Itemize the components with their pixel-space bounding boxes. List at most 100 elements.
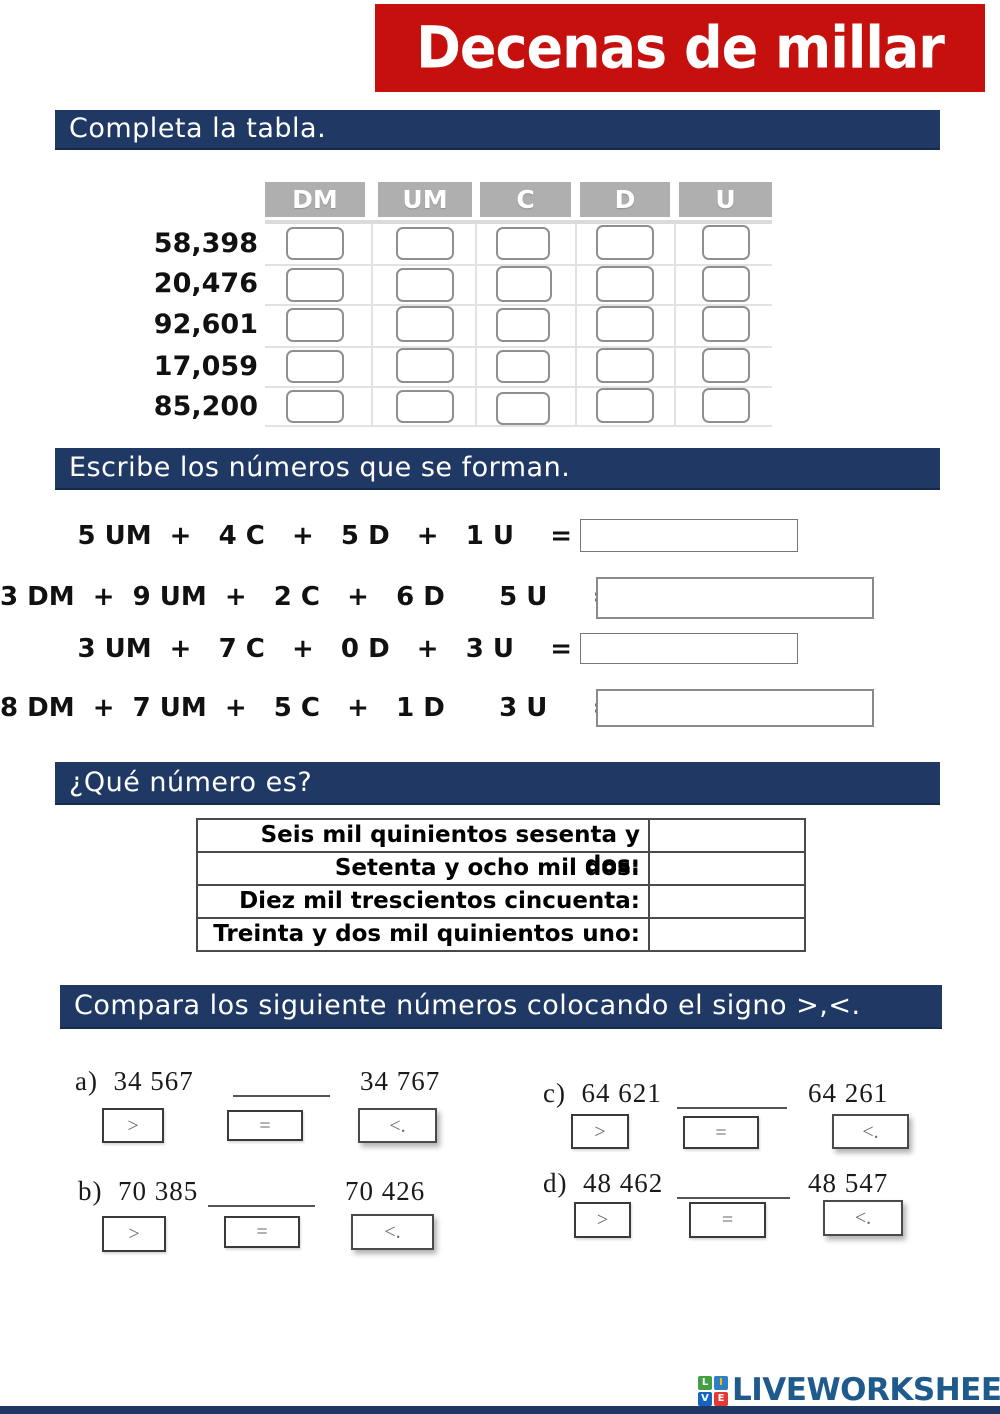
section-banner-compara-label: Compara los siguiente números colocando … [74, 990, 861, 1021]
compare-left-number: b) 70 385 [78, 1176, 199, 1206]
row-label: 58,398 [153, 228, 258, 259]
equation-text: 5 UM + 4 C + 5 D + 1 U = [77, 521, 572, 551]
place-value-input[interactable] [702, 266, 750, 302]
sign-option-button[interactable]: <. [358, 1108, 437, 1143]
section-banner-que-numero: ¿Qué número es? [55, 762, 940, 805]
compare-right-number: 48 547 [808, 1168, 889, 1198]
number-words-prompt: Diez mil trescientos cincuenta: [198, 886, 650, 917]
place-value-input[interactable] [596, 266, 654, 302]
sign-option-button[interactable]: > [571, 1114, 629, 1149]
compare-blank-line[interactable] [233, 1095, 330, 1097]
table-row: Setenta y ocho mil dos: [198, 853, 804, 886]
answer-cell[interactable] [650, 853, 804, 884]
place-value-input[interactable] [396, 268, 454, 302]
number-words-prompt: Setenta y ocho mil dos: [198, 853, 650, 884]
column-header-um: UM [378, 182, 472, 217]
section-banner-que-numero-label: ¿Qué número es? [69, 767, 313, 798]
compare-right-number: 64 261 [808, 1078, 889, 1108]
equation-text: 3 DM + 9 UM + 2 C + 6 D 5 U = [0, 582, 615, 612]
place-value-input[interactable] [596, 225, 654, 260]
place-value-input[interactable] [496, 227, 550, 260]
column-header-dm: DM [265, 182, 365, 217]
column-header-u: U [679, 182, 772, 217]
place-value-input[interactable] [286, 308, 344, 342]
place-value-input[interactable] [396, 227, 454, 260]
grid-hline [265, 346, 772, 348]
sign-option-button[interactable]: = [689, 1202, 766, 1238]
table-row: Treinta y dos mil quinientos uno: [198, 919, 804, 950]
sign-option-button[interactable]: = [227, 1110, 303, 1141]
bottom-bar [0, 1406, 1000, 1414]
place-value-input[interactable] [596, 388, 654, 423]
sign-option-button[interactable]: > [102, 1216, 166, 1252]
logo-letter: L [698, 1376, 712, 1390]
place-value-input[interactable] [286, 268, 344, 302]
grid-hline [265, 425, 772, 427]
compare-blank-line[interactable] [208, 1205, 315, 1207]
row-label: 20,476 [153, 268, 258, 299]
place-value-input[interactable] [496, 308, 550, 342]
sign-option-button[interactable]: <. [832, 1114, 909, 1149]
number-answer-input[interactable] [580, 519, 798, 552]
compare-blank-line[interactable] [677, 1107, 787, 1109]
answer-cell[interactable] [650, 886, 804, 917]
place-value-input[interactable] [702, 306, 750, 342]
number-answer-input[interactable] [596, 689, 874, 727]
column-header-d: D [580, 182, 670, 217]
number-answer-input[interactable] [580, 633, 798, 664]
grid-vline [674, 224, 676, 427]
place-value-input[interactable] [286, 227, 344, 260]
place-value-input[interactable] [396, 348, 454, 383]
row-label: 92,601 [153, 309, 258, 340]
number-words-table: Seis mil quinientos sesenta y dos: Seten… [196, 818, 806, 952]
section-banner-escribe-label: Escribe los números que se forman. [69, 452, 571, 483]
compare-left-number: c) 64 621 [543, 1078, 662, 1108]
answer-cell[interactable] [650, 919, 804, 950]
place-value-input[interactable] [396, 306, 454, 342]
place-value-input[interactable] [496, 266, 552, 302]
column-header-c: C [480, 182, 571, 217]
place-value-input[interactable] [702, 388, 750, 423]
number-answer-input[interactable] [596, 577, 874, 619]
sign-option-button[interactable]: = [683, 1116, 759, 1149]
equation-text: 3 UM + 7 C + 0 D + 3 U = [77, 634, 572, 664]
compare-right-number: 34 767 [360, 1066, 441, 1096]
place-value-input[interactable] [286, 350, 344, 383]
place-value-input[interactable] [702, 348, 750, 383]
section-banner-escribe: Escribe los números que se forman. [55, 448, 940, 490]
number-words-prompt: Treinta y dos mil quinientos uno: [198, 919, 650, 950]
place-value-input[interactable] [496, 350, 550, 383]
sign-option-button[interactable]: <. [823, 1200, 903, 1236]
place-value-input[interactable] [596, 348, 654, 383]
compare-left-number: d) 48 462 [543, 1168, 664, 1198]
compare-blank-line[interactable] [677, 1197, 790, 1199]
sign-option-button[interactable]: > [102, 1108, 164, 1143]
sign-option-button[interactable]: > [574, 1202, 631, 1238]
place-value-table: DM UM C D U [265, 180, 775, 427]
row-label: 85,200 [153, 391, 258, 422]
sign-option-button[interactable]: <. [351, 1214, 434, 1250]
table-row: Seis mil quinientos sesenta y dos: [198, 820, 804, 878]
place-value-input[interactable] [396, 390, 454, 423]
grid-vline [475, 224, 477, 427]
compare-right-number: 70 426 [345, 1176, 426, 1206]
grid-vline [575, 224, 577, 427]
place-value-input[interactable] [496, 392, 550, 425]
place-value-input[interactable] [702, 225, 750, 260]
place-value-input[interactable] [286, 390, 344, 423]
compare-left-number: a) 34 567 [75, 1066, 194, 1096]
section-banner-completa-label: Completa la tabla. [69, 113, 327, 144]
grid-hline [265, 264, 772, 266]
equation-text: 8 DM + 7 UM + 5 C + 1 D 3 U = [0, 693, 615, 723]
worksheet-title: Decenas de millar [416, 13, 945, 82]
sign-option-button[interactable]: = [224, 1216, 300, 1248]
worksheet-title-banner: Decenas de millar [375, 4, 985, 92]
row-label: 17,059 [153, 351, 258, 382]
liveworksheets-brand: LIVEWORKSHEETS [732, 1372, 1000, 1408]
answer-cell[interactable] [650, 820, 804, 851]
grid-vline [371, 224, 373, 427]
place-value-input[interactable] [596, 306, 654, 342]
header-underline [265, 220, 772, 224]
number-words-prompt: Seis mil quinientos sesenta y dos: [198, 820, 650, 878]
